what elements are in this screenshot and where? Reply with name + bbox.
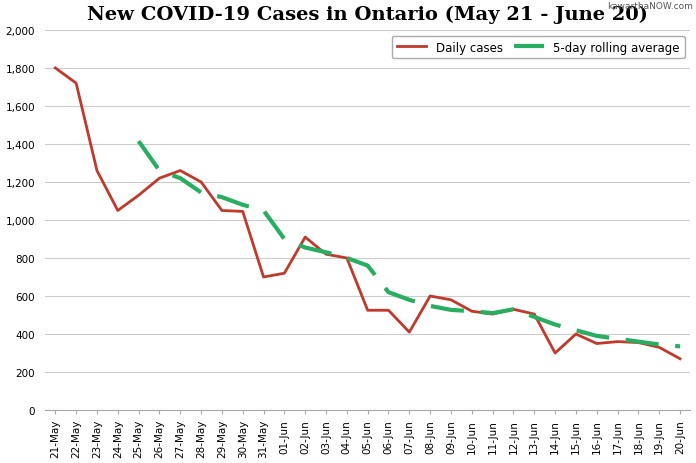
Daily cases <box>218 208 226 214</box>
Title: New COVID-19 Cases in Ontario (May 21 - June 20): New COVID-19 Cases in Ontario (May 21 - … <box>87 6 648 24</box>
5-day rolling average <box>176 176 184 181</box>
Daily cases <box>551 350 560 356</box>
Daily cases <box>134 193 143 199</box>
5-day rolling average <box>509 307 518 313</box>
5-day rolling average <box>426 303 434 309</box>
Daily cases <box>405 330 413 335</box>
Daily cases <box>447 297 455 303</box>
5-day rolling average <box>134 139 143 144</box>
Daily cases <box>176 169 184 174</box>
Daily cases <box>509 307 518 313</box>
5-day rolling average <box>634 339 642 344</box>
Daily cases <box>613 339 622 344</box>
Daily cases <box>239 209 247 215</box>
Daily cases <box>384 308 393 313</box>
5-day rolling average <box>260 208 268 214</box>
Daily cases <box>363 308 372 313</box>
Daily cases <box>280 271 289 276</box>
Daily cases <box>260 275 268 280</box>
5-day rolling average <box>676 344 684 350</box>
5-day rolling average <box>405 297 413 303</box>
Daily cases <box>301 235 310 240</box>
5-day rolling average <box>218 195 226 200</box>
Line: 5-day rolling average: 5-day rolling average <box>139 142 680 347</box>
Daily cases <box>676 356 684 362</box>
5-day rolling average <box>655 342 663 348</box>
5-day rolling average <box>468 309 476 314</box>
5-day rolling average <box>280 237 289 242</box>
5-day rolling average <box>613 336 622 342</box>
5-day rolling average <box>239 202 247 208</box>
5-day rolling average <box>322 250 330 256</box>
5-day rolling average <box>363 263 372 269</box>
Daily cases <box>592 341 601 346</box>
Daily cases <box>342 256 351 261</box>
5-day rolling average <box>571 328 580 333</box>
Line: Daily cases: Daily cases <box>55 69 680 359</box>
Daily cases <box>93 169 101 174</box>
Daily cases <box>51 66 59 72</box>
Daily cases <box>489 312 497 317</box>
Daily cases <box>426 294 434 299</box>
5-day rolling average <box>447 307 455 313</box>
Daily cases <box>72 81 80 87</box>
Daily cases <box>468 309 476 314</box>
Daily cases <box>571 332 580 337</box>
Daily cases <box>113 208 122 214</box>
Text: kawarthaNOW.com: kawarthaNOW.com <box>607 2 693 11</box>
5-day rolling average <box>342 256 351 261</box>
5-day rolling average <box>197 190 205 196</box>
Daily cases <box>322 252 330 257</box>
Daily cases <box>155 176 164 181</box>
5-day rolling average <box>155 169 164 174</box>
Daily cases <box>634 340 642 345</box>
5-day rolling average <box>592 333 601 339</box>
5-day rolling average <box>551 322 560 328</box>
5-day rolling average <box>384 290 393 295</box>
5-day rolling average <box>489 311 497 316</box>
Daily cases <box>655 345 663 350</box>
Daily cases <box>530 312 539 317</box>
5-day rolling average <box>530 314 539 320</box>
Daily cases <box>197 180 205 185</box>
5-day rolling average <box>301 245 310 251</box>
Legend: Daily cases, 5-day rolling average: Daily cases, 5-day rolling average <box>392 37 685 59</box>
